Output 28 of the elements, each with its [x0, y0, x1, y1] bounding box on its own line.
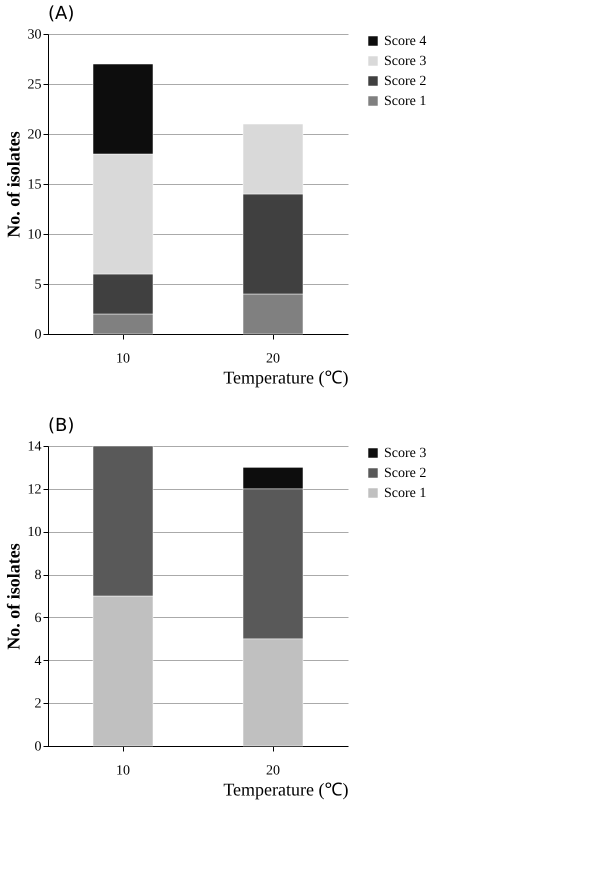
y-tick-label: 5 — [34, 278, 42, 292]
legend-label: Score 1 — [384, 94, 426, 109]
y-tick-label: 25 — [28, 78, 42, 92]
y-tick-label: 0 — [34, 740, 42, 754]
y-tick-label: 6 — [34, 610, 42, 626]
x-axis-title: Temperature (℃) — [223, 780, 348, 800]
y-tick-label: 30 — [28, 28, 42, 42]
y-tick-label: 0 — [34, 328, 42, 342]
legend-label: Score 4 — [384, 34, 426, 49]
y-tick-label: 8 — [34, 568, 42, 584]
y-tick-label: 15 — [28, 178, 42, 192]
y-tick-label: 12 — [28, 482, 42, 498]
legend-label: Score 2 — [384, 466, 426, 481]
y-axis-title: No. of isolates — [4, 131, 24, 238]
y-tick-label: 14 — [28, 440, 42, 454]
y-tick-label: 10 — [28, 525, 42, 540]
legend-label: Score 2 — [384, 74, 426, 89]
x-axis-title: Temperature (℃) — [223, 368, 348, 388]
y-axis-title: No. of isolates — [4, 543, 24, 650]
y-tick-label: 10 — [28, 228, 42, 242]
y-tick-label: 2 — [34, 696, 42, 712]
y-tick-label: 4 — [34, 654, 42, 669]
legend-label: Score 1 — [384, 486, 426, 501]
legend-label: Score 3 — [384, 54, 426, 69]
chart-title: (A) — [48, 3, 74, 24]
chart-title: (B) — [48, 415, 74, 436]
y-tick-label: 20 — [28, 128, 42, 142]
legend-label: Score 3 — [384, 446, 426, 461]
